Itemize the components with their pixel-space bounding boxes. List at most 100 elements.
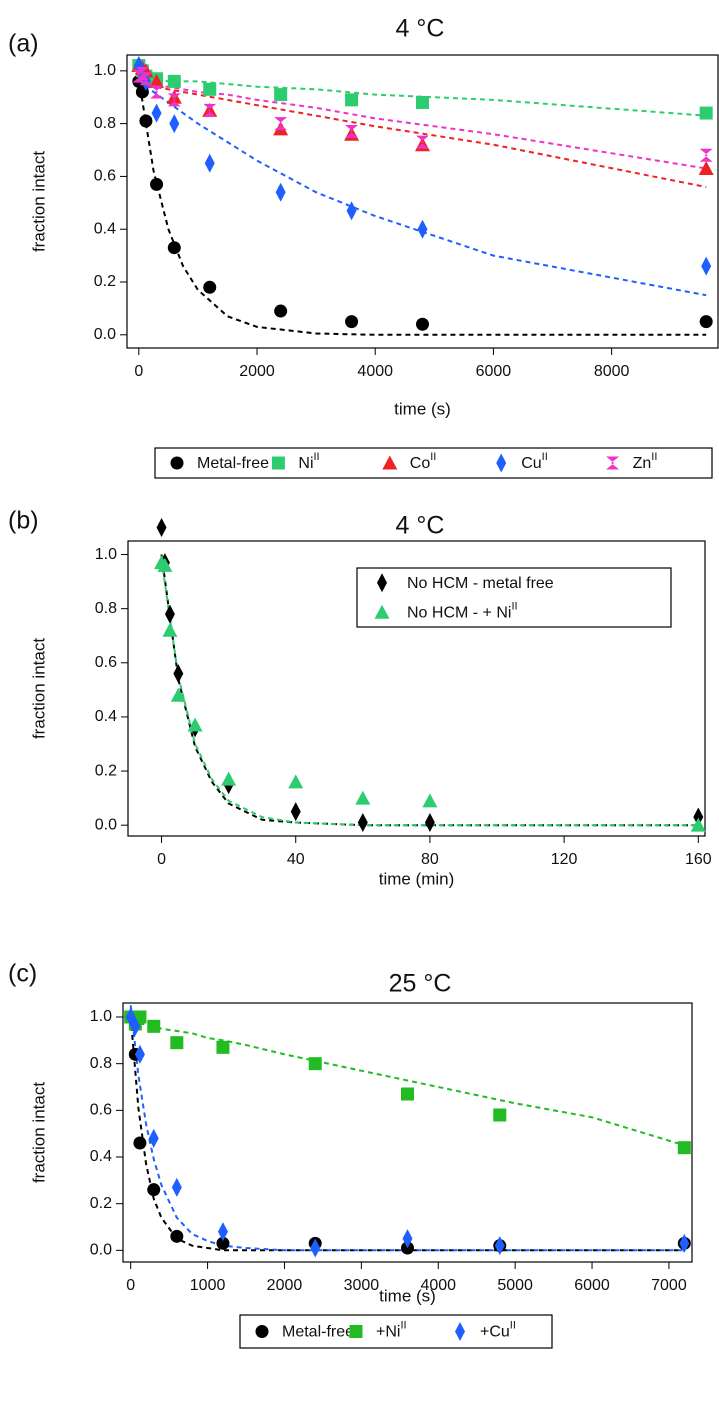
x-tick-label: 6000 <box>574 1277 610 1294</box>
y-tick-label: 0.0 <box>90 1242 112 1259</box>
data-point <box>693 807 704 827</box>
data-point <box>171 1177 182 1197</box>
legend-box <box>239 1314 553 1349</box>
data-point <box>679 1233 690 1253</box>
fit-curve <box>138 83 707 188</box>
legend-name: Metal-free <box>282 1324 354 1341</box>
x-tick-label: 40 <box>287 851 305 868</box>
chart-title: 25 °C <box>389 970 452 998</box>
y-tick-label: 1.0 <box>90 1008 112 1025</box>
x-tick-label: 1000 <box>190 1277 226 1294</box>
legend-label: Metal-free <box>282 1324 354 1341</box>
legend-label: +NiII <box>376 1319 407 1340</box>
data-point <box>169 114 180 134</box>
legend-marker <box>349 1325 363 1338</box>
data-point <box>357 812 368 832</box>
fit-curve <box>129 1016 685 1252</box>
data-point <box>149 73 165 88</box>
y-tick-label: 0.8 <box>90 1055 112 1072</box>
data-point <box>139 72 153 86</box>
x-tick-label: 5000 <box>497 1277 533 1294</box>
data-point <box>147 1183 161 1197</box>
x-tick-label: 2000 <box>239 363 275 380</box>
data-point <box>203 103 217 117</box>
legend-sup: II <box>542 451 548 463</box>
legend-marker <box>170 456 184 470</box>
data-point <box>147 1019 161 1033</box>
data-point <box>203 82 217 96</box>
data-point <box>701 256 712 276</box>
legend-label: CoII <box>410 451 437 472</box>
chart-title: 4 °C <box>396 512 445 540</box>
data-point <box>355 790 371 805</box>
legend-name: +Ni <box>376 1324 400 1341</box>
legend-sup: II <box>430 451 436 463</box>
y-tick-label: 0.6 <box>90 1102 112 1119</box>
data-point <box>402 1229 413 1249</box>
y-tick-label: 1.0 <box>94 62 116 79</box>
y-tick-label: 0.8 <box>95 600 117 617</box>
data-point <box>221 771 237 786</box>
legend-label: Metal-free <box>197 455 269 472</box>
y-tick-label: 0.2 <box>94 273 116 290</box>
data-point <box>203 280 217 294</box>
data-point <box>401 1087 414 1101</box>
data-point <box>288 774 304 789</box>
panel-label: (b) <box>8 507 39 535</box>
data-point <box>274 88 288 102</box>
x-tick-label: 3000 <box>344 1277 380 1294</box>
legend-marker <box>496 453 507 473</box>
x-tick-label: 120 <box>551 851 578 868</box>
y-tick-label: 0.4 <box>95 708 117 725</box>
data-point <box>157 557 173 572</box>
x-axis-label: time (min) <box>379 869 455 888</box>
legend-marker <box>255 1325 269 1338</box>
data-point <box>494 1236 505 1256</box>
data-point <box>690 817 706 832</box>
y-tick-label: 0.4 <box>90 1148 112 1165</box>
data-point <box>130 1016 141 1036</box>
legend-label: +CuII <box>480 1319 516 1340</box>
data-point <box>170 687 186 702</box>
x-tick-label: 4000 <box>420 1277 456 1294</box>
data-point <box>167 74 181 88</box>
data-point <box>345 93 359 107</box>
data-point <box>699 315 713 329</box>
legend-sup: II <box>510 1319 516 1331</box>
fit-curve <box>137 78 707 336</box>
data-point <box>139 114 153 128</box>
legend-label: CuII <box>521 451 548 472</box>
chart-title: 4 °C <box>396 15 445 43</box>
data-point <box>173 664 184 684</box>
data-point <box>417 219 428 239</box>
legend-marker <box>374 604 390 619</box>
fit-curve <box>160 559 699 827</box>
x-tick-label: 2000 <box>267 1277 303 1294</box>
data-point <box>416 135 429 149</box>
data-point <box>422 793 438 808</box>
data-point <box>167 241 181 255</box>
legend-marker <box>455 1322 465 1341</box>
y-axis-label: fraction intact <box>29 151 48 252</box>
y-tick-label: 0.4 <box>94 220 116 237</box>
data-point <box>275 182 286 202</box>
y-tick-label: 0.8 <box>94 115 116 132</box>
data-point <box>699 148 713 162</box>
x-axis-label: time (s) <box>394 399 451 418</box>
fit-curve <box>129 1005 685 1252</box>
plot-frame <box>126 54 719 349</box>
data-point <box>167 93 181 107</box>
data-point <box>308 1057 322 1071</box>
y-tick-label: 0.2 <box>90 1195 112 1212</box>
data-point <box>134 1044 145 1064</box>
data-point <box>216 1040 230 1054</box>
data-point <box>150 177 164 191</box>
plot-frame <box>122 1002 693 1263</box>
y-tick-label: 0.6 <box>95 654 117 671</box>
legend-box <box>356 567 672 628</box>
data-point <box>148 1128 159 1148</box>
x-axis-label: time (s) <box>379 1286 436 1305</box>
fit-curve <box>138 78 707 297</box>
x-tick-label: 160 <box>685 851 712 868</box>
data-point <box>162 622 178 637</box>
